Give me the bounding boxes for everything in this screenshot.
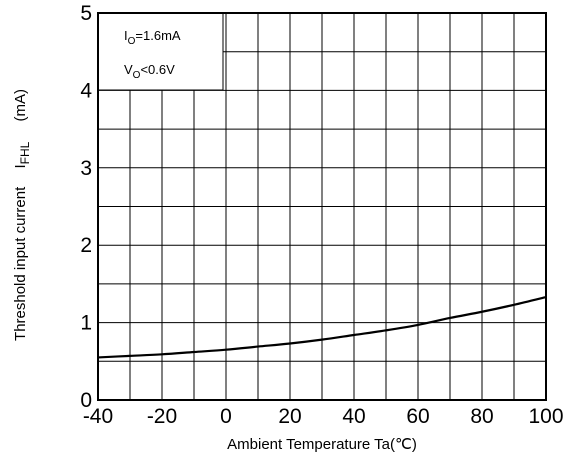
x-tick-label: -40 xyxy=(83,405,113,428)
y-tick-label: 5 xyxy=(80,2,92,25)
y-axis-title-unit: (mA) xyxy=(12,89,29,122)
annotation-line-2-main: V xyxy=(124,62,133,77)
annotation-box: IO=1.6mA VO<0.6V xyxy=(97,12,224,91)
x-tick-labels: -40 -20 0 20 40 60 80 100 xyxy=(83,405,564,428)
x-tick-label: 20 xyxy=(278,405,301,428)
y-axis-title-text: Threshold input current xyxy=(12,186,29,341)
y-tick-label: 4 xyxy=(80,79,92,102)
x-tick-label: 0 xyxy=(220,405,232,428)
annotation-line-1-sub: O xyxy=(128,36,136,47)
annotation-box-bg xyxy=(97,12,224,91)
x-tick-label: 60 xyxy=(406,405,429,428)
annotation-line-2-rest: <0.6V xyxy=(140,62,175,77)
annotation-line-2-sub: O xyxy=(133,70,141,81)
grid xyxy=(98,13,546,400)
x-axis-title: Ambient Temperature Ta(℃) xyxy=(227,436,417,453)
annotation-line-2: VO<0.6V xyxy=(124,62,175,81)
plot-frame xyxy=(97,12,547,401)
y-tick-label: 2 xyxy=(80,234,92,257)
y-tick-label: 3 xyxy=(80,157,92,180)
y-axis-title-symbol-sub: FHL xyxy=(18,141,32,164)
y-tick-label: 0 xyxy=(80,389,92,412)
annotation-line-1: IO=1.6mA xyxy=(124,28,181,47)
y-tick-label: 1 xyxy=(80,312,92,335)
x-tick-label: -20 xyxy=(147,405,177,428)
y-axis-title-symbol: I xyxy=(12,164,29,168)
series-line xyxy=(97,295,547,359)
y-tick-labels: 0 1 2 3 4 5 xyxy=(80,2,92,412)
x-tick-label: 100 xyxy=(528,405,563,428)
y-axis-title: Threshold input current IFHL (mA) xyxy=(12,89,33,341)
x-tick-label: 40 xyxy=(342,405,365,428)
annotation-line-1-rest: =1.6mA xyxy=(135,28,180,43)
x-tick-label: 80 xyxy=(470,405,493,428)
annotation-line-1-main: I xyxy=(124,28,128,43)
